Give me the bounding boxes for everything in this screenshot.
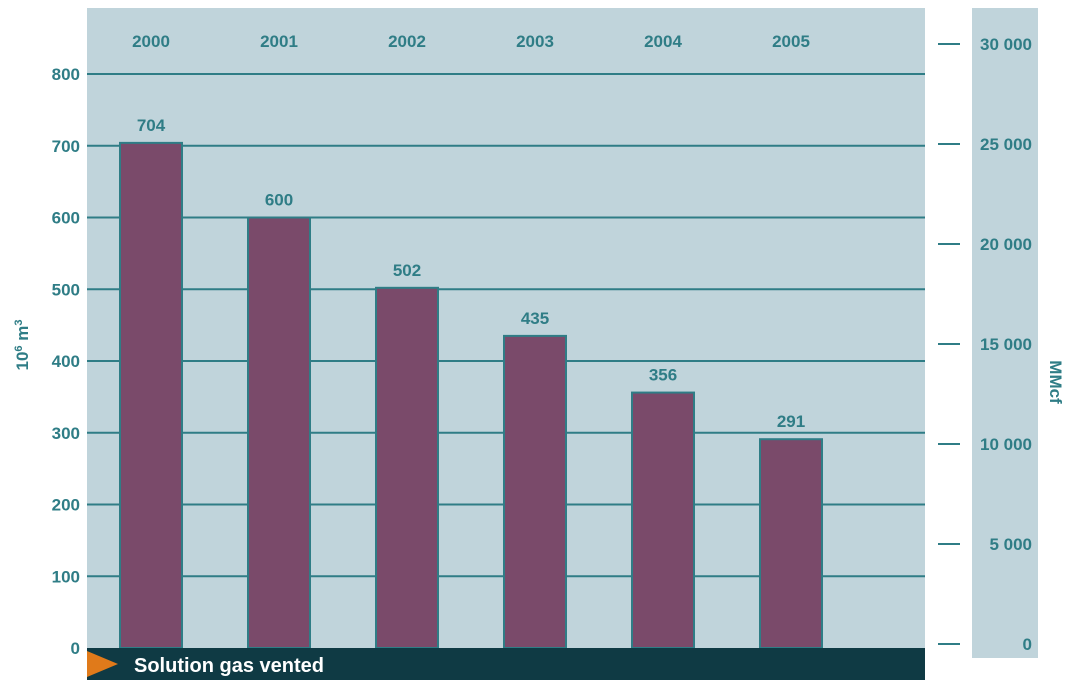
y-tick-label: 0 [71,639,80,658]
y-axis-title-unit: m [13,326,32,346]
y-tick-label: 800 [52,65,80,84]
y-tick-label: 200 [52,496,80,515]
data-label: 600 [265,191,293,210]
category-label: 2000 [132,32,170,51]
y2-tick-label: 5 000 [989,535,1032,554]
category-label: 2002 [388,32,426,51]
category-label: 2005 [772,32,810,51]
bar [632,393,694,648]
bar [760,439,822,648]
bar [376,288,438,648]
y2-tick-label: 0 [1023,635,1032,654]
y-tick-label: 300 [52,424,80,443]
y-tick-label: 700 [52,137,80,156]
y2-tick-label: 30 000 [980,35,1032,54]
y2-tick-label: 10 000 [980,435,1032,454]
y-tick-label: 100 [52,567,80,586]
y-axis-title-base: 10 [13,352,32,371]
data-label: 502 [393,261,421,280]
y2-tick-label: 15 000 [980,335,1032,354]
category-label: 2001 [260,32,298,51]
y2-axis-title: MMcf [1046,360,1065,404]
y-tick-label: 600 [52,209,80,228]
category-label: 2004 [644,32,682,51]
data-label: 291 [777,412,805,431]
bar [248,218,310,649]
data-label: 435 [521,309,549,328]
secondary-axis-panel [972,8,1038,658]
y2-tick-label: 25 000 [980,135,1032,154]
y-tick-label: 500 [52,280,80,299]
y2-tick-label: 20 000 [980,235,1032,254]
bar [120,143,182,648]
y-axis-ticks: 0 100 200 300 400 500 600 700 800 [52,65,80,658]
footer-label: Solution gas vented [134,655,324,677]
data-label: 356 [649,366,677,385]
y-axis-title: 106 m3 [13,319,32,370]
data-label: 704 [137,116,166,135]
y-axis-title-exp2: 3 [13,319,25,325]
category-label: 2003 [516,32,554,51]
y-tick-label: 400 [52,352,80,371]
bar [504,336,566,648]
